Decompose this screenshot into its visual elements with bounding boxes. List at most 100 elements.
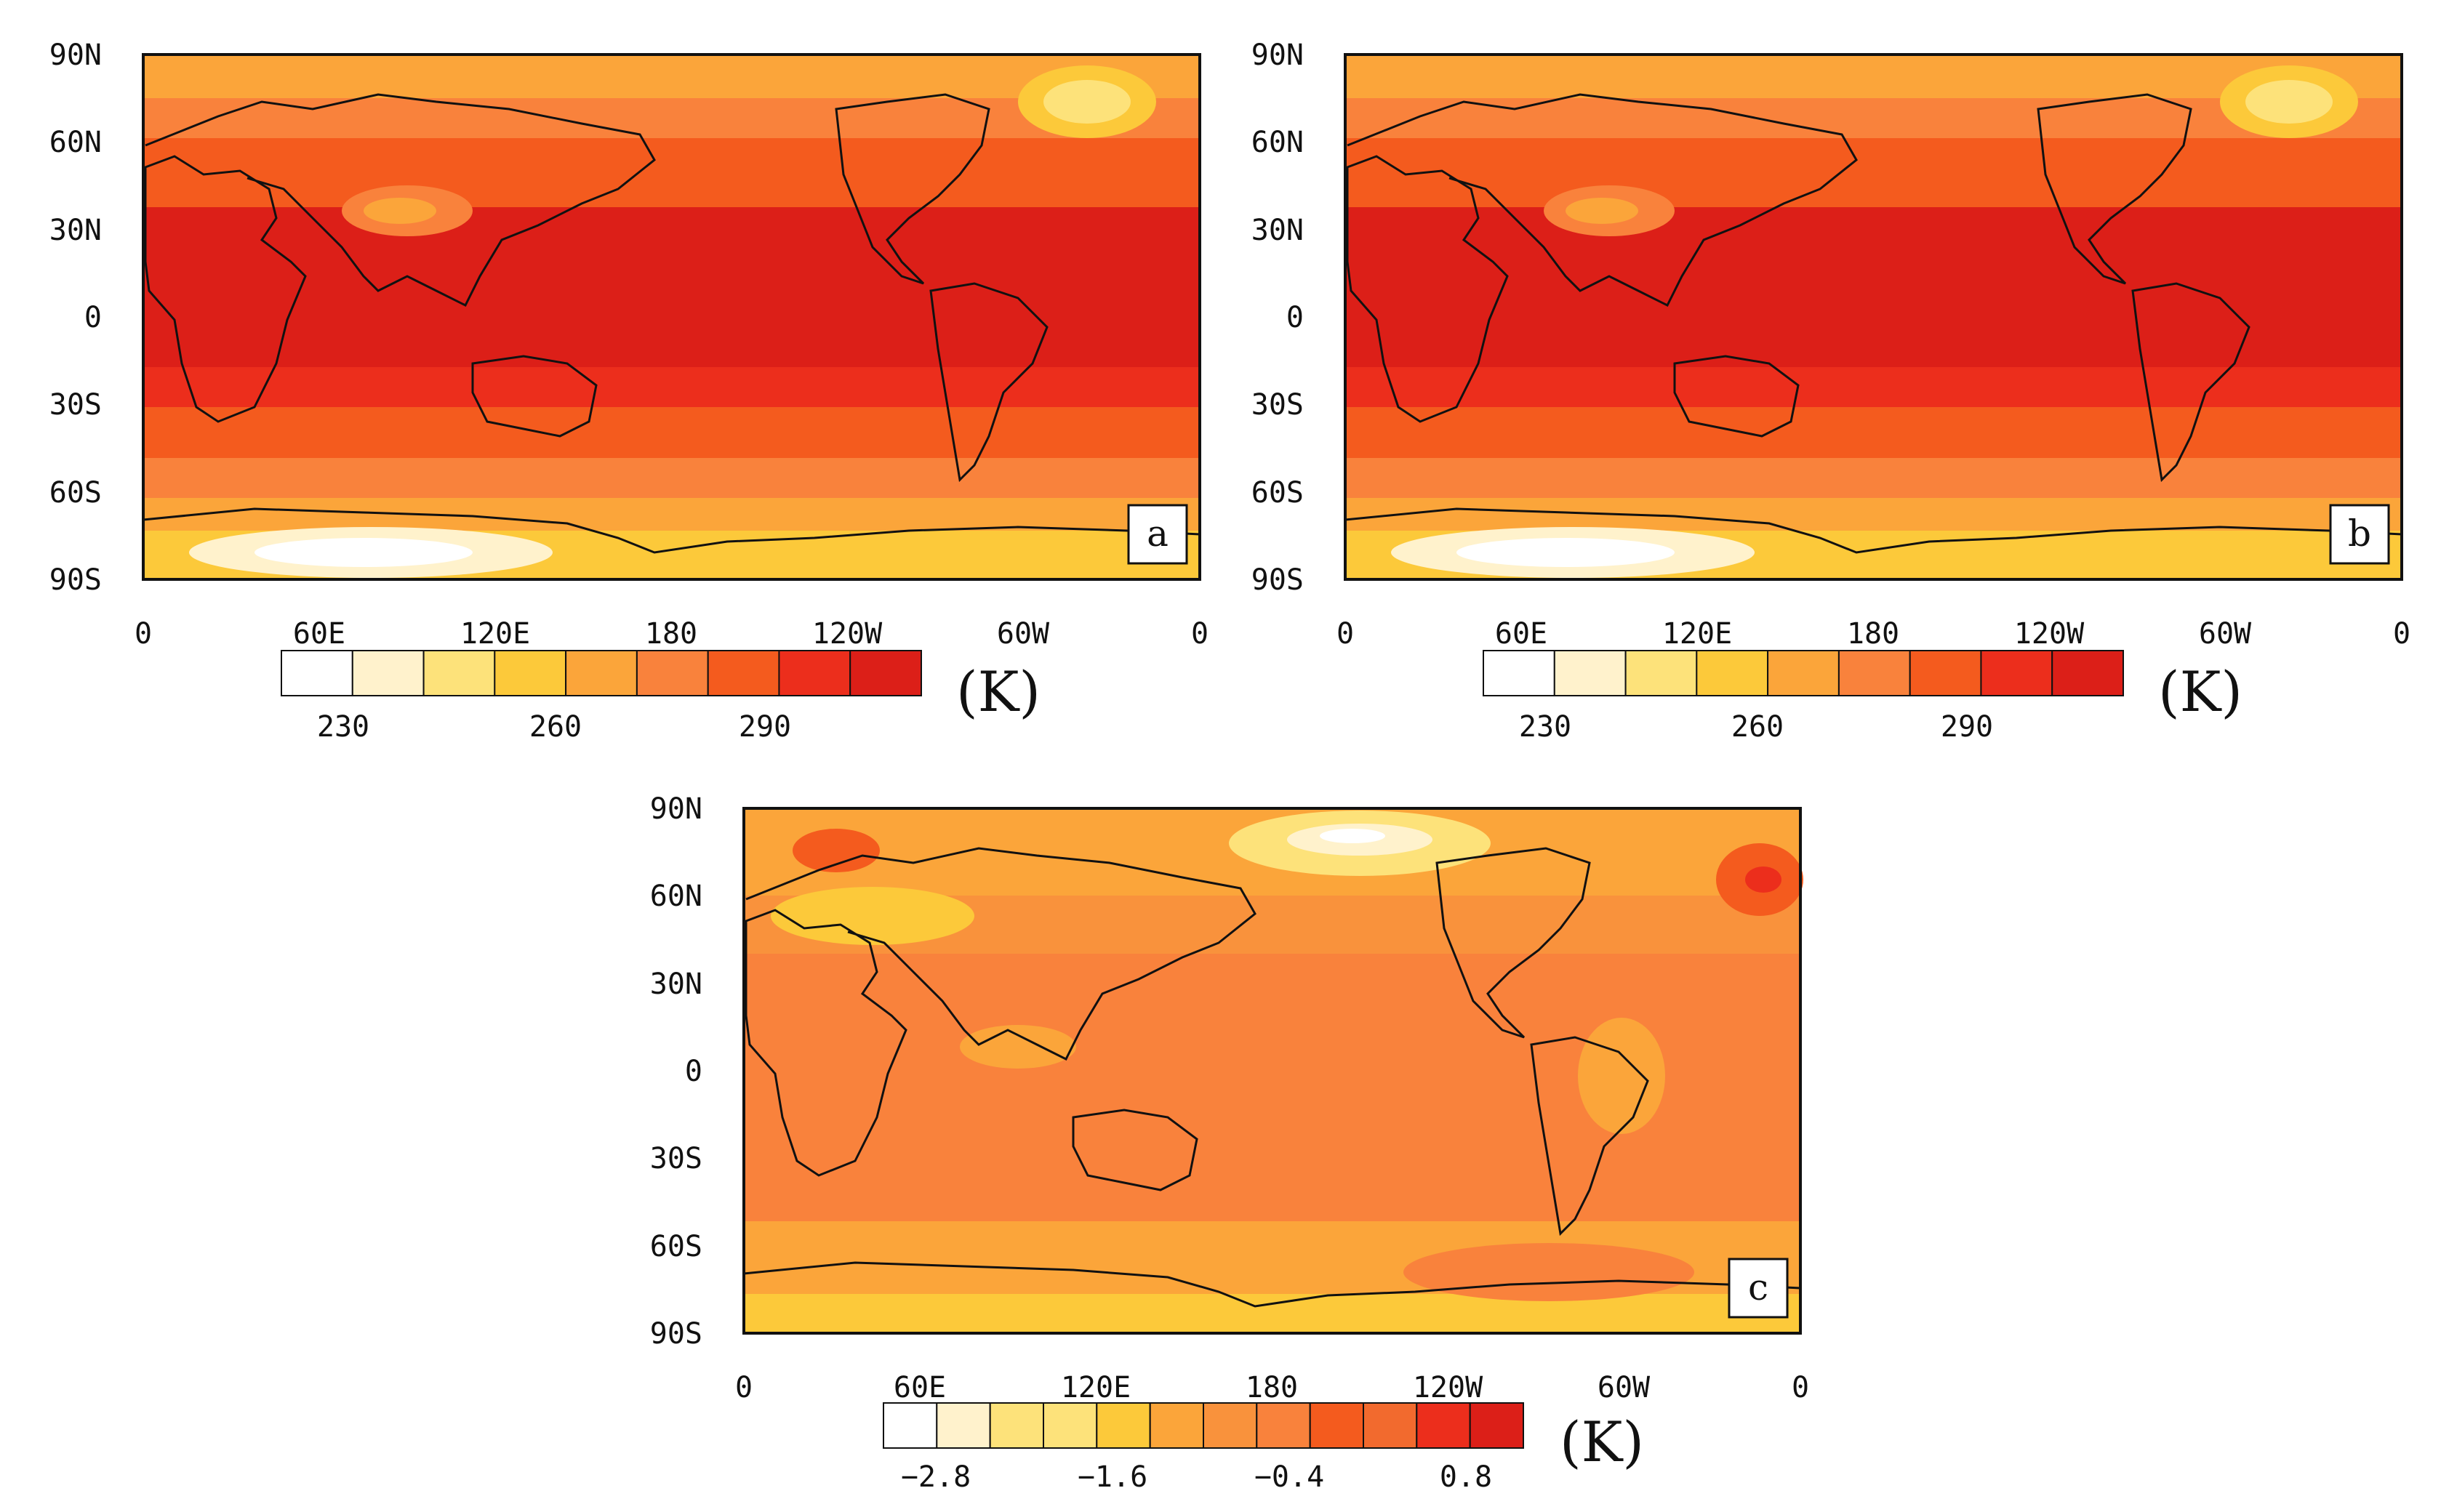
lon-tick-a-2: 120E [460,617,530,651]
colorbar-c-label-2: −0.4 [1254,1460,1324,1494]
colorbar-a-swatch-5 [636,650,709,696]
map-frame-a [142,53,1201,581]
map-b [1345,55,2402,579]
panel-label-box-c [1728,1258,1789,1319]
lat-tick-b-1: 60N [1251,126,1304,159]
lat-tick-b-0: 90N [1251,39,1304,72]
colorbar-c-label-3: 0.8 [1440,1460,1492,1494]
lat-tick-c-4: 30S [650,1142,702,1175]
colorbar-b-swatch-7 [1980,650,2053,696]
panel-label-box-b [2329,504,2390,565]
lon-tick-c-6: 0 [1792,1371,1809,1404]
lon-tick-a-5: 60W [997,617,1050,651]
colorbar-c-swatch-7 [1256,1402,1311,1449]
colorbar-b-swatch-3 [1696,650,1769,696]
unit-label-c: (K) [1560,1410,1644,1474]
colorbar-a-swatch-3 [494,650,567,696]
colorbar-c [883,1402,1524,1449]
colorbar-a-label-1: 260 [529,710,582,744]
colorbar-a-swatch-2 [422,650,496,696]
colorbar-b-label-2: 290 [1941,710,1993,744]
colorbar-b [1483,650,2124,696]
lat-tick-a-2: 30N [49,214,102,247]
panel-b: 90N 60N 30N 0 30S 60S 90S 0 60E 120E 180… [1251,39,2410,744]
colorbar-b-label-0: 230 [1519,710,1571,744]
lon-tick-b-4: 120W [2014,617,2085,651]
colorbar-c-swatch-11 [1469,1402,1524,1449]
colorbar-a-swatch-1 [351,650,425,696]
lon-tick-c-5: 60W [1598,1371,1651,1404]
unit-label-b: (K) [2158,659,2242,724]
lon-axis-a: 0 60E 120E 180 120W 60W 0 [135,617,1209,651]
lon-tick-c-1: 60E [894,1371,946,1404]
lon-tick-b-5: 60W [2199,617,2252,651]
colorbar-c-swatch-10 [1416,1402,1471,1449]
lat-axis-a: 90N 60N 30N 0 30S 60S 90S [49,39,102,597]
lat-tick-b-6: 90S [1251,563,1304,597]
panel-a: 90N 60N 30N 0 30S 60S 90S 0 60E 120E 180… [49,39,1209,744]
lon-tick-c-4: 120W [1413,1371,1483,1404]
lon-tick-a-6: 0 [1191,617,1209,651]
panel-label-b: b [2348,512,2371,555]
colorbar-a-swatch-6 [707,650,780,696]
lon-tick-b-3: 180 [1847,617,1899,651]
lon-tick-c-2: 120E [1061,1371,1131,1404]
lat-tick-c-2: 30N [650,968,702,1001]
lon-tick-b-0: 0 [1336,617,1354,651]
lat-axis-c: 90N 60N 30N 0 30S 60S 90S [650,792,702,1351]
lat-tick-b-2: 30N [1251,214,1304,247]
colorbar-b-swatch-2 [1624,650,1698,696]
lat-tick-c-3: 0 [685,1055,702,1088]
colorbar-c-swatch-5 [1149,1402,1204,1449]
lat-tick-b-3: 0 [1286,301,1304,334]
lat-axis-b: 90N 60N 30N 0 30S 60S 90S [1251,39,1304,597]
coastlines-a [143,93,1201,554]
colorbar-b-label-1: 260 [1731,710,1784,744]
lon-tick-a-4: 120W [812,617,883,651]
colorbar-c-swatch-4 [1096,1402,1151,1449]
lon-tick-b-2: 120E [1662,617,1732,651]
colorbar-c-swatch-8 [1309,1402,1364,1449]
lat-tick-c-0: 90N [650,792,702,826]
colorbar-a-swatch-7 [778,650,851,696]
panel-label-c: c [1748,1266,1768,1308]
colorbar-b-swatch-0 [1483,650,1555,696]
lat-tick-a-5: 60S [49,476,102,510]
colorbar-a-swatch-4 [565,650,638,696]
lon-tick-b-6: 0 [2393,617,2410,651]
colorbar-a [281,650,922,696]
colorbar-c-swatch-3 [1043,1402,1098,1449]
colorbar-a-swatch-0 [281,650,353,696]
colorbar-a-label-2: 290 [739,710,791,744]
colorbar-c-label-0: −2.8 [901,1460,971,1494]
map-frame-b [1344,53,2403,581]
lon-tick-a-1: 60E [293,617,345,651]
panel-label-box-a [1127,504,1188,565]
lon-tick-b-1: 60E [1495,617,1547,651]
lon-tick-c-0: 0 [735,1371,753,1404]
lon-axis-b: 0 60E 120E 180 120W 60W 0 [1336,617,2410,651]
colorbar-a-swatch-8 [849,650,922,696]
coastlines-c [743,847,1801,1308]
lat-tick-a-6: 90S [49,563,102,597]
panel-c: 90N 60N 30N 0 30S 60S 90S 0 60E 120E 180… [650,792,1809,1494]
map-c [744,808,1803,1333]
lat-tick-a-0: 90N [49,39,102,72]
lat-tick-c-1: 60N [650,880,702,913]
colorbar-c-label-1: −1.6 [1078,1460,1147,1494]
map-a [143,55,1200,579]
unit-label-a: (K) [956,659,1041,724]
lon-tick-c-3: 180 [1246,1371,1298,1404]
panel-label-a: a [1147,512,1169,555]
colorbar-c-swatch-6 [1203,1402,1258,1449]
colorbar-c-swatch-0 [883,1402,938,1449]
colorbar-c-swatch-1 [936,1402,991,1449]
lat-tick-a-4: 30S [49,388,102,422]
map-frame-c [742,807,1802,1335]
colorbar-c-swatch-2 [989,1402,1044,1449]
coastlines-b [1344,93,2402,554]
lat-tick-a-1: 60N [49,126,102,159]
colorbar-c-swatch-9 [1363,1402,1418,1449]
lat-tick-c-6: 90S [650,1317,702,1351]
